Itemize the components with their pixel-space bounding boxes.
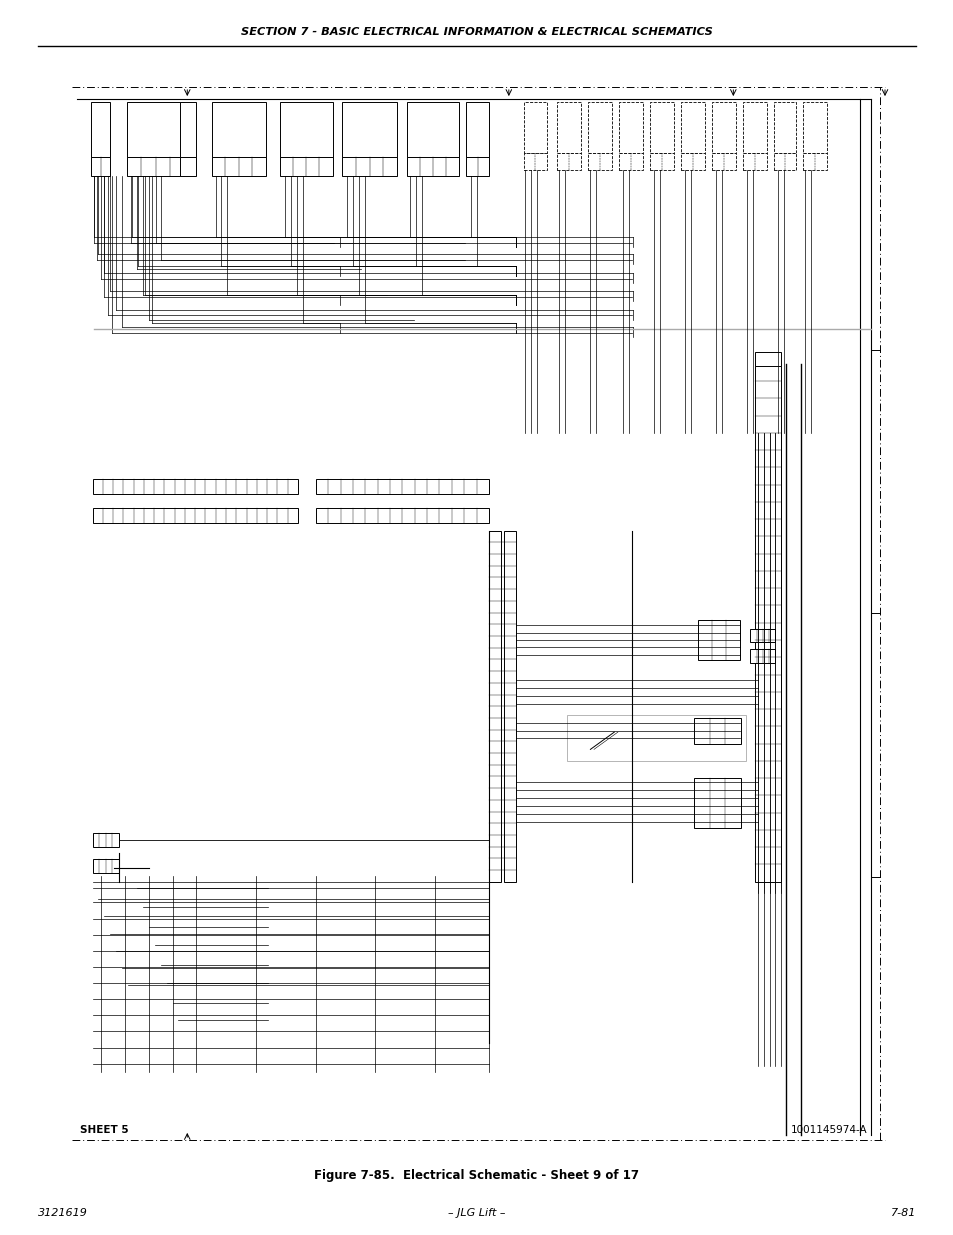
Bar	[92, 834, 119, 847]
Text: 1001145974-A: 1001145974-A	[789, 1125, 866, 1135]
Bar	[91, 103, 111, 157]
Bar	[92, 858, 119, 873]
Bar	[774, 103, 795, 153]
Bar	[649, 153, 673, 170]
Bar	[587, 153, 611, 170]
Bar	[587, 103, 611, 153]
Text: SHEET 5: SHEET 5	[80, 1125, 129, 1135]
Bar	[750, 650, 775, 663]
Bar	[698, 620, 739, 659]
Bar	[712, 153, 736, 170]
Bar	[755, 364, 781, 882]
Bar	[279, 157, 333, 177]
Bar	[179, 157, 196, 177]
Bar	[488, 531, 500, 882]
Text: Figure 7-85.  Electrical Schematic - Sheet 9 of 17: Figure 7-85. Electrical Schematic - Shee…	[314, 1168, 639, 1182]
Bar	[127, 103, 184, 157]
Bar	[712, 103, 736, 153]
Bar	[342, 157, 396, 177]
Bar	[91, 157, 111, 177]
Bar	[742, 153, 766, 170]
Bar	[694, 778, 740, 827]
Bar	[680, 103, 704, 153]
Bar	[618, 153, 642, 170]
Bar	[523, 103, 547, 153]
Bar	[649, 103, 673, 153]
Bar	[315, 479, 488, 494]
Bar	[557, 153, 580, 170]
Bar	[315, 508, 488, 522]
Bar	[802, 153, 826, 170]
Bar	[742, 103, 766, 153]
Text: 7-81: 7-81	[890, 1208, 915, 1218]
Bar	[279, 103, 333, 157]
Bar	[504, 531, 516, 882]
Bar	[802, 103, 826, 153]
Bar	[212, 157, 265, 177]
Text: 3121619: 3121619	[38, 1208, 88, 1218]
Bar	[127, 157, 184, 177]
Bar	[92, 479, 297, 494]
Bar	[680, 153, 704, 170]
Bar	[618, 103, 642, 153]
Bar	[755, 352, 781, 366]
Bar	[523, 153, 547, 170]
Bar	[557, 103, 580, 153]
Bar	[212, 103, 265, 157]
Bar	[406, 157, 458, 177]
Bar	[342, 103, 396, 157]
Text: – JLG Lift –: – JLG Lift –	[448, 1208, 505, 1218]
Bar	[566, 715, 745, 761]
Bar	[694, 719, 740, 743]
Bar	[179, 103, 196, 157]
Bar	[466, 157, 488, 177]
Bar	[406, 103, 458, 157]
Bar	[466, 103, 488, 157]
Bar	[774, 153, 795, 170]
Bar	[750, 629, 775, 642]
Bar	[92, 508, 297, 522]
Text: SECTION 7 - BASIC ELECTRICAL INFORMATION & ELECTRICAL SCHEMATICS: SECTION 7 - BASIC ELECTRICAL INFORMATION…	[241, 27, 712, 37]
